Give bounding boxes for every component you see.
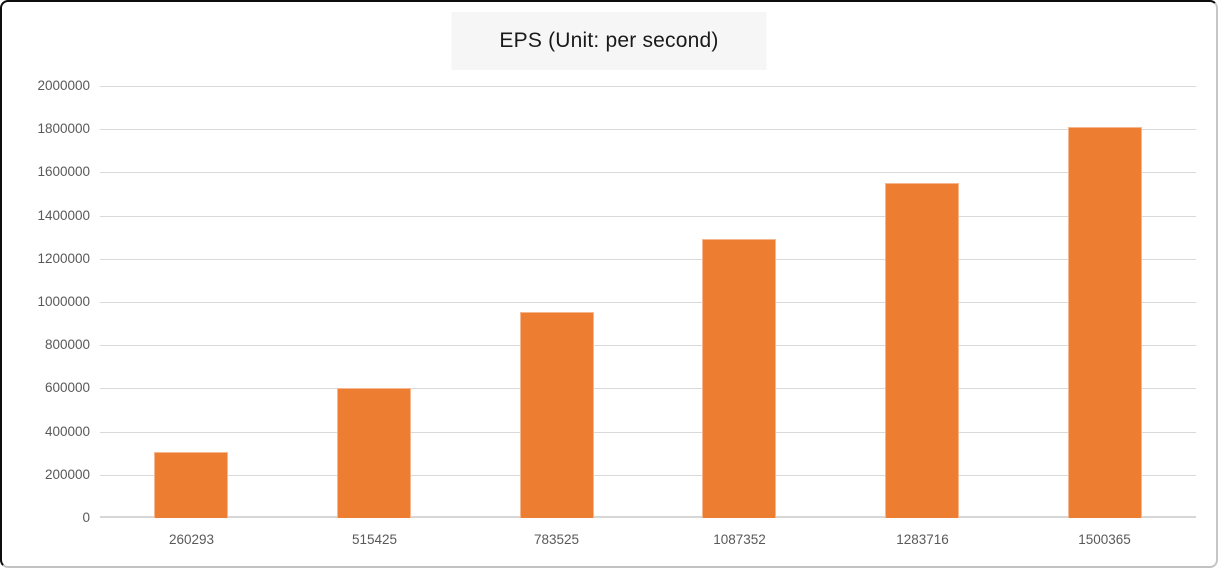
- x-axis-tick-label: 515425: [351, 532, 398, 547]
- gridline: [100, 432, 1196, 433]
- y-axis-tick-label: 1200000: [37, 251, 90, 266]
- y-axis-tick-label: 1800000: [37, 121, 90, 136]
- y-axis-tick-label: 1000000: [37, 294, 90, 309]
- y-axis-tick-label: 400000: [44, 424, 90, 439]
- x-axis-tick-label: 783525: [533, 532, 580, 547]
- bar-260293: [154, 452, 228, 518]
- gridline: [100, 345, 1196, 346]
- x-axis-tick-label: 1087352: [713, 532, 766, 547]
- y-axis-tick-label: 600000: [44, 380, 90, 395]
- x-axis-tick-label: 260293: [168, 532, 215, 547]
- bar-1087352: [702, 239, 776, 518]
- y-axis-tick-label: 2000000: [37, 78, 90, 93]
- gridline: [100, 86, 1196, 87]
- gridline: [100, 475, 1196, 476]
- chart-title: EPS (Unit: per second): [499, 29, 719, 52]
- chart-title-box: EPS (Unit: per second): [451, 12, 767, 70]
- bar-1283716: [885, 183, 959, 518]
- bar-515425: [337, 388, 411, 518]
- y-axis-tick-label: 1600000: [37, 164, 90, 179]
- gridline: [100, 388, 1196, 389]
- y-axis-tick-label: 800000: [44, 337, 90, 352]
- y-axis-tick-label: 0: [82, 510, 90, 525]
- bar-783525: [520, 312, 594, 518]
- gridline: [100, 259, 1196, 260]
- x-axis-tick-label: 1500365: [1078, 532, 1131, 547]
- plot-area: [100, 86, 1196, 518]
- gridline: [100, 129, 1196, 130]
- y-axis-tick-label: 200000: [44, 467, 90, 482]
- gridline: [100, 216, 1196, 217]
- gridline: [100, 172, 1196, 173]
- y-axis-tick-label: 1400000: [37, 208, 90, 223]
- x-axis-tick-label: 1283716: [896, 532, 949, 547]
- bar-1500365: [1068, 127, 1142, 518]
- x-axis-line: [100, 516, 1196, 518]
- gridline: [100, 302, 1196, 303]
